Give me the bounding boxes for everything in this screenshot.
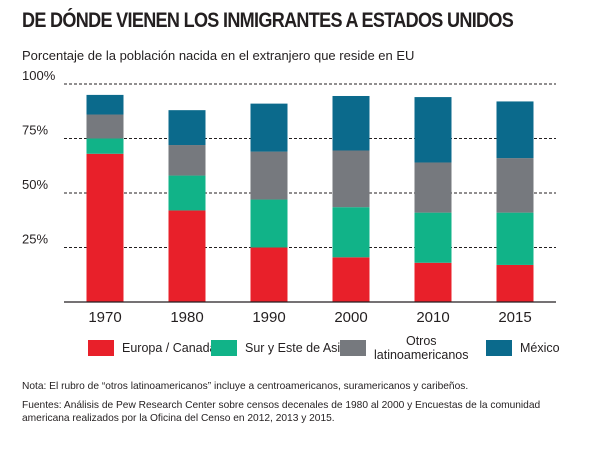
bar-otros-2015 xyxy=(496,158,534,213)
legend-label-otros-line2: latinoamericanos xyxy=(374,348,469,362)
legend-swatch-europa xyxy=(88,340,114,356)
x-tick-label: 2010 xyxy=(416,309,449,326)
legend-swatch-asia xyxy=(211,340,237,356)
x-tick-label: 2000 xyxy=(334,309,367,326)
legend-swatch-mexico xyxy=(486,340,512,356)
bar-asia-1990 xyxy=(250,199,288,248)
legend-swatch-otros xyxy=(340,340,366,356)
bar-europa-1980 xyxy=(168,210,206,302)
chart-title: DE DÓNDE VIENEN LOS INMIGRANTES A ESTADO… xyxy=(22,9,514,32)
bar-asia-1980 xyxy=(168,175,206,211)
bar-mexico-1990 xyxy=(250,103,288,152)
legend-item-asia: Sur y Este de Asia xyxy=(211,340,347,356)
x-tick-label: 1980 xyxy=(170,309,203,326)
bar-europa-1970 xyxy=(86,153,124,302)
footnote: Nota: El rubro de “otros latinoamericano… xyxy=(22,381,469,392)
grid-layer xyxy=(64,83,556,248)
sources-text: Fuentes: Análisis de Pew Research Center… xyxy=(22,400,541,424)
legend: Europa / Canada Sur y Este de Asia Otros… xyxy=(0,334,600,368)
y-tick-label: 75% xyxy=(22,123,48,138)
x-tick-label: 1970 xyxy=(88,309,121,326)
bar-mexico-1970 xyxy=(86,94,124,115)
bar-otros-1980 xyxy=(168,145,206,176)
x-tick-label: 1990 xyxy=(252,309,285,326)
bar-mexico-2010 xyxy=(414,97,452,163)
legend-item-mexico: México xyxy=(486,340,560,356)
legend-item-europa: Europa / Canada xyxy=(88,340,217,356)
legend-label-otros: Otros latinoamericanos xyxy=(374,334,469,362)
legend-label-asia: Sur y Este de Asia xyxy=(245,341,348,355)
bar-europa-2010 xyxy=(414,262,452,302)
bar-otros-2010 xyxy=(414,162,452,213)
legend-label-mexico: México xyxy=(520,341,560,355)
y-tick-label: 25% xyxy=(22,232,48,247)
bar-asia-2000 xyxy=(332,207,370,258)
bar-europa-2015 xyxy=(496,264,534,302)
legend-item-otros: Otros latinoamericanos xyxy=(340,334,469,362)
bar-mexico-1980 xyxy=(168,110,206,146)
bar-europa-2000 xyxy=(332,257,370,302)
bar-asia-2015 xyxy=(496,212,534,265)
chart-subtitle: Porcentaje de la población nacida en el … xyxy=(22,48,415,63)
x-tick-label: 2015 xyxy=(498,309,531,326)
stacked-bar-chart: 25% 50% 75% 100% 1970 1980 1990 2000 2010 2015 xyxy=(22,68,556,326)
bar-europa-1990 xyxy=(250,247,288,302)
axis-layer: 25% 50% 75% 100% 1970 1980 1990 2000 2010 2015 xyxy=(22,68,556,326)
y-tick-label: 100% xyxy=(22,68,56,83)
bar-otros-1970 xyxy=(86,114,124,139)
bar-mexico-2015 xyxy=(496,101,534,159)
y-tick-label: 50% xyxy=(22,177,48,192)
legend-label-europa: Europa / Canada xyxy=(122,341,217,355)
bar-otros-2000 xyxy=(332,150,370,208)
bar-otros-1990 xyxy=(250,151,288,200)
bar-asia-2010 xyxy=(414,212,452,263)
bar-mexico-2000 xyxy=(332,95,370,151)
legend-label-otros-line1: Otros xyxy=(405,334,437,348)
bars-layer xyxy=(86,94,534,302)
bar-asia-1970 xyxy=(86,138,124,154)
